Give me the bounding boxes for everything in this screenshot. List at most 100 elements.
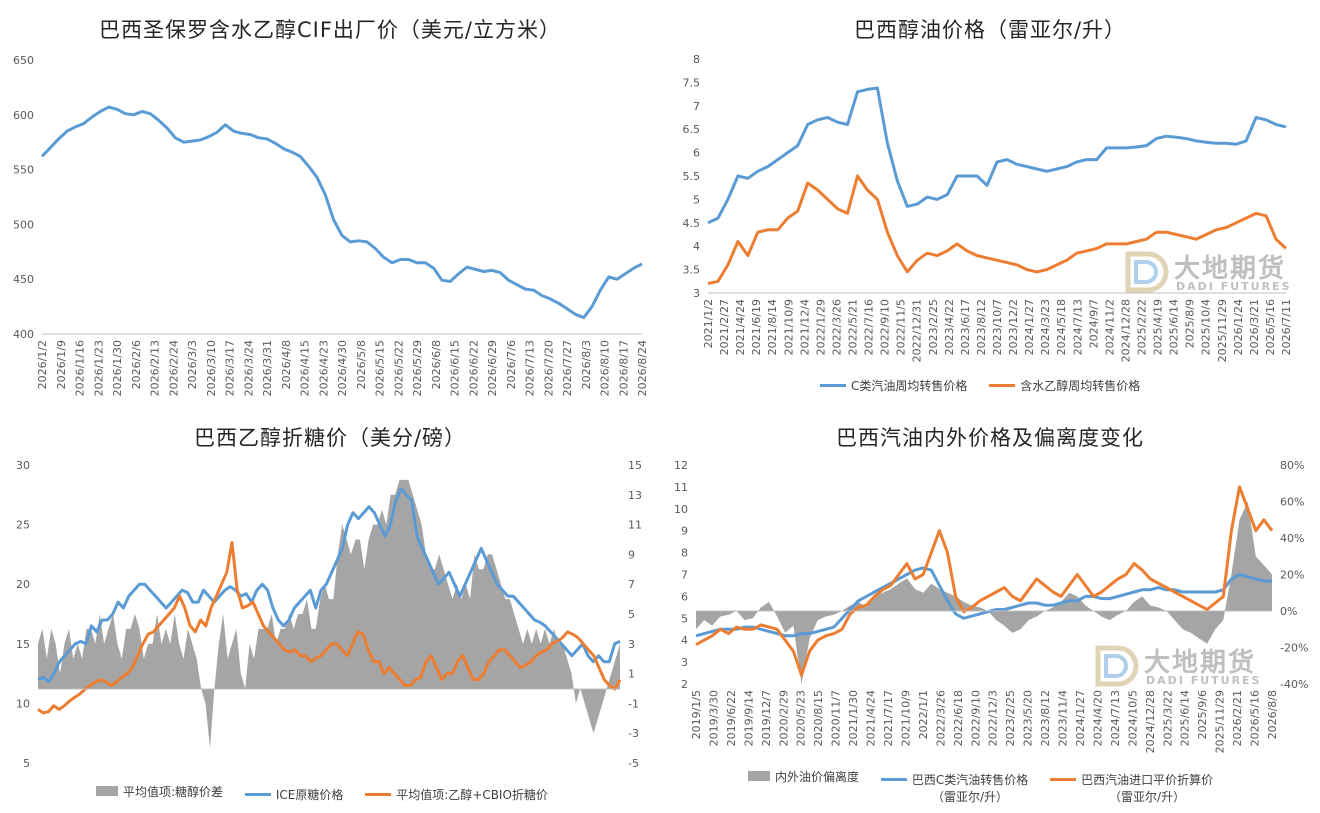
line-series (695, 485, 1274, 677)
x-tick-label: 2026/5/15 (374, 340, 387, 396)
y-tick-label: 8 (681, 547, 688, 560)
y2-tick-label: 20% (1280, 569, 1304, 582)
x-tick-label: 2021/8/14 (766, 299, 779, 355)
line-series (37, 541, 622, 715)
x-tick-label: 2020/8/15 (812, 690, 825, 746)
x-tick-label: 2021/4/24 (865, 690, 878, 746)
x-tick-label: 2026/2/13 (149, 340, 162, 396)
y2-tick-label: 13 (628, 489, 642, 502)
y-tick-label: 650 (13, 54, 34, 67)
y-tick-label: 5 (23, 757, 30, 770)
y-tick-label: 6.5 (683, 123, 701, 136)
x-tick-label: 2024/1/27 (1023, 299, 1036, 355)
x-tick-label: 2021/1/2 (702, 299, 715, 348)
y2-tick-label: -3 (628, 727, 639, 740)
x-tick-label: 2026/6/15 (449, 340, 462, 396)
x-tick-label: 2026/7/13 (524, 340, 537, 396)
line-series (695, 566, 1272, 638)
x-tick-label: 2026/5/29 (411, 340, 424, 396)
ethanol-cif-panel: 巴西圣保罗含水乙醇CIF出厂价（美元/立方米） 400 450 500 550 600 6… (0, 0, 660, 406)
x-tick-label: 2025/9/6 (1196, 690, 1209, 739)
x-tick-label: 2019/3/30 (707, 690, 720, 746)
legend-item: 内外油价偏离度 (748, 768, 859, 785)
x-tick-label: 2022/9/10 (969, 690, 982, 746)
x-tick-label: 2021/4/24 (734, 299, 747, 355)
x-tick-label: 2023/4/22 (943, 299, 956, 355)
y-tick-label: 3 (693, 287, 700, 300)
x-tick-label: 2026/4/30 (336, 340, 349, 396)
chart-title: 巴西醇油价格（雷亚尔/升） (853, 18, 1127, 42)
x-tick-label: 2025/11/29 (1216, 299, 1229, 362)
x-tick-label: 2022/1/1 (917, 690, 930, 739)
x-tick-label: 2026/1/9 (55, 340, 68, 389)
x-tick-label: 2022/3/26 (934, 690, 947, 746)
x-tick-label: 2026/3/24 (242, 340, 255, 396)
legend-item: 平均值项:乙醇+CBIO折糖价 (365, 786, 548, 803)
y2-tick-label: 5 (628, 608, 635, 621)
x-tick-label: 2024/7/13 (1109, 690, 1122, 746)
x-tick-label: 2023/8/12 (975, 299, 988, 355)
x-tick-label: 2021/10/9 (899, 690, 912, 746)
x-tick-label: 2026/7/6 (505, 340, 518, 389)
ethanol-sugar-parity-panel: 巴西乙醇折糖价（美分/磅） 5 10 15 20 25 30 -5 -3 -1 1 3 5 7 9 11 13… (0, 406, 660, 813)
y-tick-label: 9 (681, 525, 688, 538)
x-tick-label: 2026/6/8 (430, 340, 443, 389)
x-tick-label: 2025/4/19 (1152, 299, 1165, 355)
y-tick-label: 4.5 (683, 217, 701, 230)
x-tick-label: 2026/1/23 (92, 340, 105, 396)
watermark-cn: 大地期货 (1144, 648, 1257, 678)
y-tick-label: 25 (16, 519, 30, 532)
x-tick-label: 2023/11/4 (1057, 690, 1070, 746)
gasoline-deviation-chart: 2 3 4 5 6 7 8 9 10 11 12 -40% -20% 0% 20% 40% 60% 80% 2019… (674, 459, 1308, 753)
line-series (40, 105, 643, 320)
y-tick-label: 20 (16, 578, 30, 591)
x-tick-label: 2022/1/29 (814, 299, 827, 355)
area-series (38, 479, 620, 749)
x-tick-label: 2024/1/27 (1074, 690, 1087, 746)
x-tick-label: 2025/3/22 (1161, 690, 1174, 746)
x-tick-label: 2026/1/16 (74, 340, 87, 396)
x-tick-label: 2026/1/2 (36, 340, 49, 389)
x-tick-label: 2024/11/2 (1103, 299, 1116, 355)
x-tick-label: 2019/6/22 (725, 690, 738, 746)
y2-tick-label: 0% (1280, 605, 1297, 618)
y2-tick-label: -40% (1280, 678, 1308, 691)
x-tick-label: 2026/3/21 (1248, 299, 1261, 355)
x-tick-label: 2022/9/10 (879, 299, 892, 355)
x-tick-label: 2026/3/17 (224, 340, 237, 396)
legend-item: 含水乙醇周均转售价格 (989, 377, 1140, 394)
y2-tick-label: 7 (628, 578, 635, 591)
chart-title: 巴西汽油内外价格及偏离度变化 (836, 426, 1144, 450)
y2-tick-label: 3 (628, 638, 635, 651)
x-tick-label: 2021/7/17 (882, 690, 895, 746)
y-tick-label: 4 (681, 634, 688, 647)
x-tick-label: 2019/1/5 (690, 690, 703, 739)
x-tick-label: 2022/5/21 (847, 299, 860, 355)
x-tick-label: 2022/12/3 (987, 690, 1000, 746)
legend-item: 巴西C类汽油转售价格 （雷亚尔/升） (880, 771, 1028, 805)
x-tick-label: 2026/7/20 (542, 340, 555, 396)
y-tick-label: 10 (16, 697, 30, 710)
x-tick-label: 2023/2/25 (927, 299, 940, 355)
x-tick-label: 2025/8/9 (1184, 299, 1197, 348)
x-tick-label: 2024/5/18 (1055, 299, 1068, 355)
x-tick-label: 2026/4/15 (299, 340, 312, 396)
y-tick-label: 11 (674, 481, 688, 494)
ethanol-cif-chart: 400 450 500 550 600 650 2026/1/2 2026/1/9 2026/1… (13, 54, 649, 396)
x-tick-label: 2024/7/13 (1071, 299, 1084, 355)
x-tick-label: 2026/1/30 (111, 340, 124, 396)
x-tick-label: 2026/4/23 (317, 340, 330, 396)
x-tick-label: 2024/12/28 (1119, 299, 1132, 362)
y-tick-label: 30 (16, 459, 30, 472)
x-tick-label: 2023/8/12 (1039, 690, 1052, 746)
x-tick-label: 2022/6/18 (952, 690, 965, 746)
x-tick-label: 2024/4/20 (1091, 690, 1104, 746)
x-tick-label: 2021/12/4 (798, 299, 811, 355)
legend-item: C类汽油周均转售价格 (820, 377, 967, 394)
dadi-logo-icon (1125, 251, 1169, 293)
y-tick-label: 5.5 (683, 170, 701, 183)
y-tick-label: 7 (681, 569, 688, 582)
x-tick-label: 2026/8/17 (617, 340, 630, 396)
